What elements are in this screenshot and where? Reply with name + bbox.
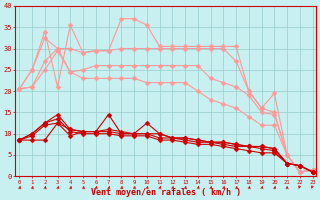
X-axis label: Vent moyen/en rafales ( km/h ): Vent moyen/en rafales ( km/h )	[91, 188, 241, 197]
